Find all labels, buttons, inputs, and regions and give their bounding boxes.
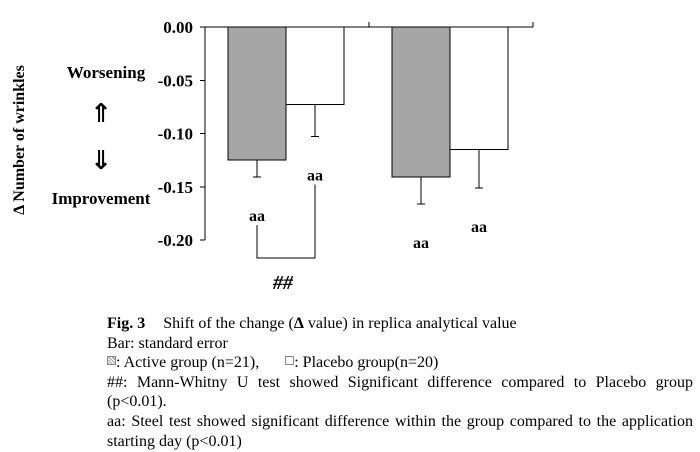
within-group-significance-label: aa bbox=[249, 208, 265, 225]
bar bbox=[227, 26, 287, 161]
figure-title-end: value) in replica analytical value bbox=[303, 315, 517, 332]
improvement-arrow-icon: ⇓ bbox=[90, 146, 112, 176]
y-tick-label: -0.20 bbox=[158, 231, 193, 250]
placebo-group-swatch-icon bbox=[285, 356, 295, 366]
y-axis-label: Δ Number of wrinkles bbox=[11, 65, 28, 215]
group-difference-label: ## bbox=[272, 272, 294, 294]
mann-whitney-note-continued: (p<0.01). bbox=[107, 393, 167, 411]
bar-chart: aa aa aa aa 0.00 -0.05 -0.10 -0.15 -0.20 Δ Numbe… bbox=[11, 18, 534, 294]
figure-number: Fig. 3 bbox=[107, 315, 146, 332]
steel-test-note-continued: starting day (p<0.01) bbox=[107, 432, 242, 450]
chart-marks: aa aa aa aa 0.00 -0.05 -0.10 -0.15 -0.20 bbox=[158, 18, 534, 259]
y-tick-label: -0.05 bbox=[158, 71, 193, 90]
within-group-significance-label: aa bbox=[413, 235, 429, 252]
y-tick-label: -0.15 bbox=[158, 178, 193, 197]
significance-bracket bbox=[256, 184, 316, 259]
legend-colon: : bbox=[116, 354, 124, 372]
mann-whitney-note: ##: Mann-Whitny U test showed Significan… bbox=[107, 373, 693, 391]
active-group-swatch-icon bbox=[107, 356, 116, 366]
caption-title-line: Fig. 3 Shift of the change (Δ value) in r… bbox=[107, 314, 693, 334]
within-group-significance-label: aa bbox=[471, 219, 487, 236]
steel-test-note: aa: Steel test showed significant differ… bbox=[107, 412, 693, 430]
figure-title: Shift of the change (Δ value) in replica… bbox=[163, 315, 516, 332]
legend-placebo-group: Placebo group(n=20) bbox=[302, 354, 439, 372]
error-bar-note: Bar: standard error bbox=[107, 334, 228, 352]
y-tick-label: 0.00 bbox=[163, 18, 193, 37]
bar bbox=[285, 26, 345, 106]
within-group-significance-label: aa bbox=[307, 168, 323, 185]
y-tick-label: -0.10 bbox=[158, 125, 193, 144]
worsening-label: Worsening bbox=[67, 63, 146, 82]
figure-caption: Fig. 3 Shift of the change (Δ value) in r… bbox=[107, 314, 693, 451]
legend-colon: : bbox=[294, 354, 303, 372]
improvement-label: Improvement bbox=[52, 189, 151, 208]
legend-comma: , bbox=[255, 354, 260, 372]
delta-symbol: Δ bbox=[293, 315, 304, 332]
figure-title-start: Shift of the change ( bbox=[163, 315, 294, 332]
bar bbox=[391, 26, 451, 178]
worsening-arrow-icon: ⇑ bbox=[90, 99, 112, 129]
bar bbox=[449, 26, 509, 150]
legend-active-group: Active group (n=21) bbox=[123, 354, 256, 372]
legend: : Active group (n=21),: Placebo group(n=… bbox=[107, 353, 693, 373]
